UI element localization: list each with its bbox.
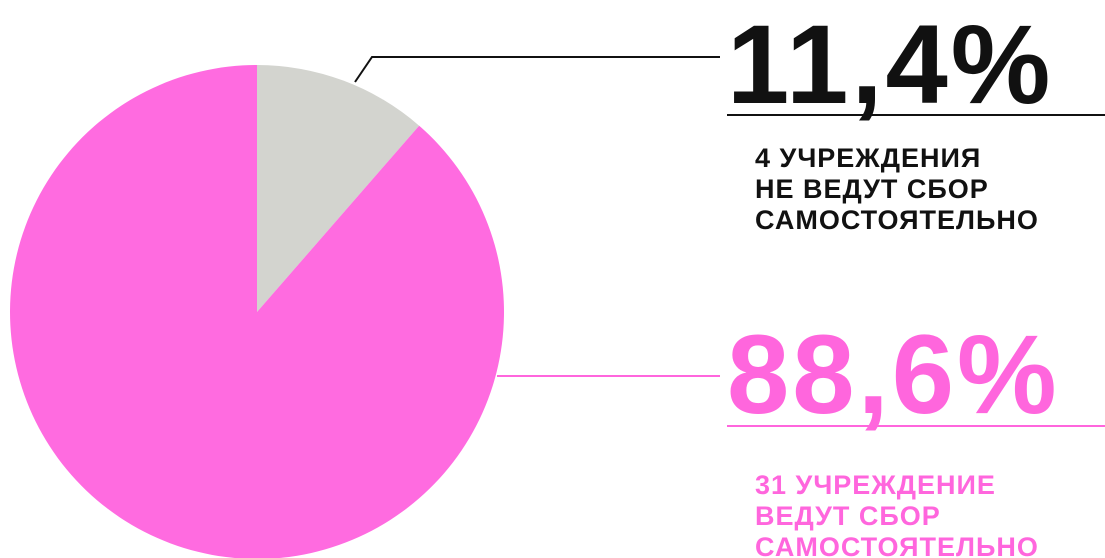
- pie-slice: [257, 65, 420, 312]
- leader-line: [354, 56, 720, 83]
- value-label: 11,4%: [727, 2, 1053, 127]
- pie-slice: [10, 65, 504, 558]
- category-label: 4 УЧРЕЖДЕНИЯ: [755, 143, 981, 173]
- value-label: 88,6%: [727, 312, 1060, 437]
- category-label: САМОСТОЯТЕЛЬНО: [755, 205, 1039, 235]
- category-label: ВЕДУТ СБОР: [755, 501, 941, 531]
- category-label: НЕ ВЕДУТ СБОР: [755, 174, 989, 204]
- category-label: САМОСТОЯТЕЛЬНО: [755, 532, 1039, 558]
- category-label: 31 УЧРЕЖДЕНИЕ: [755, 470, 996, 500]
